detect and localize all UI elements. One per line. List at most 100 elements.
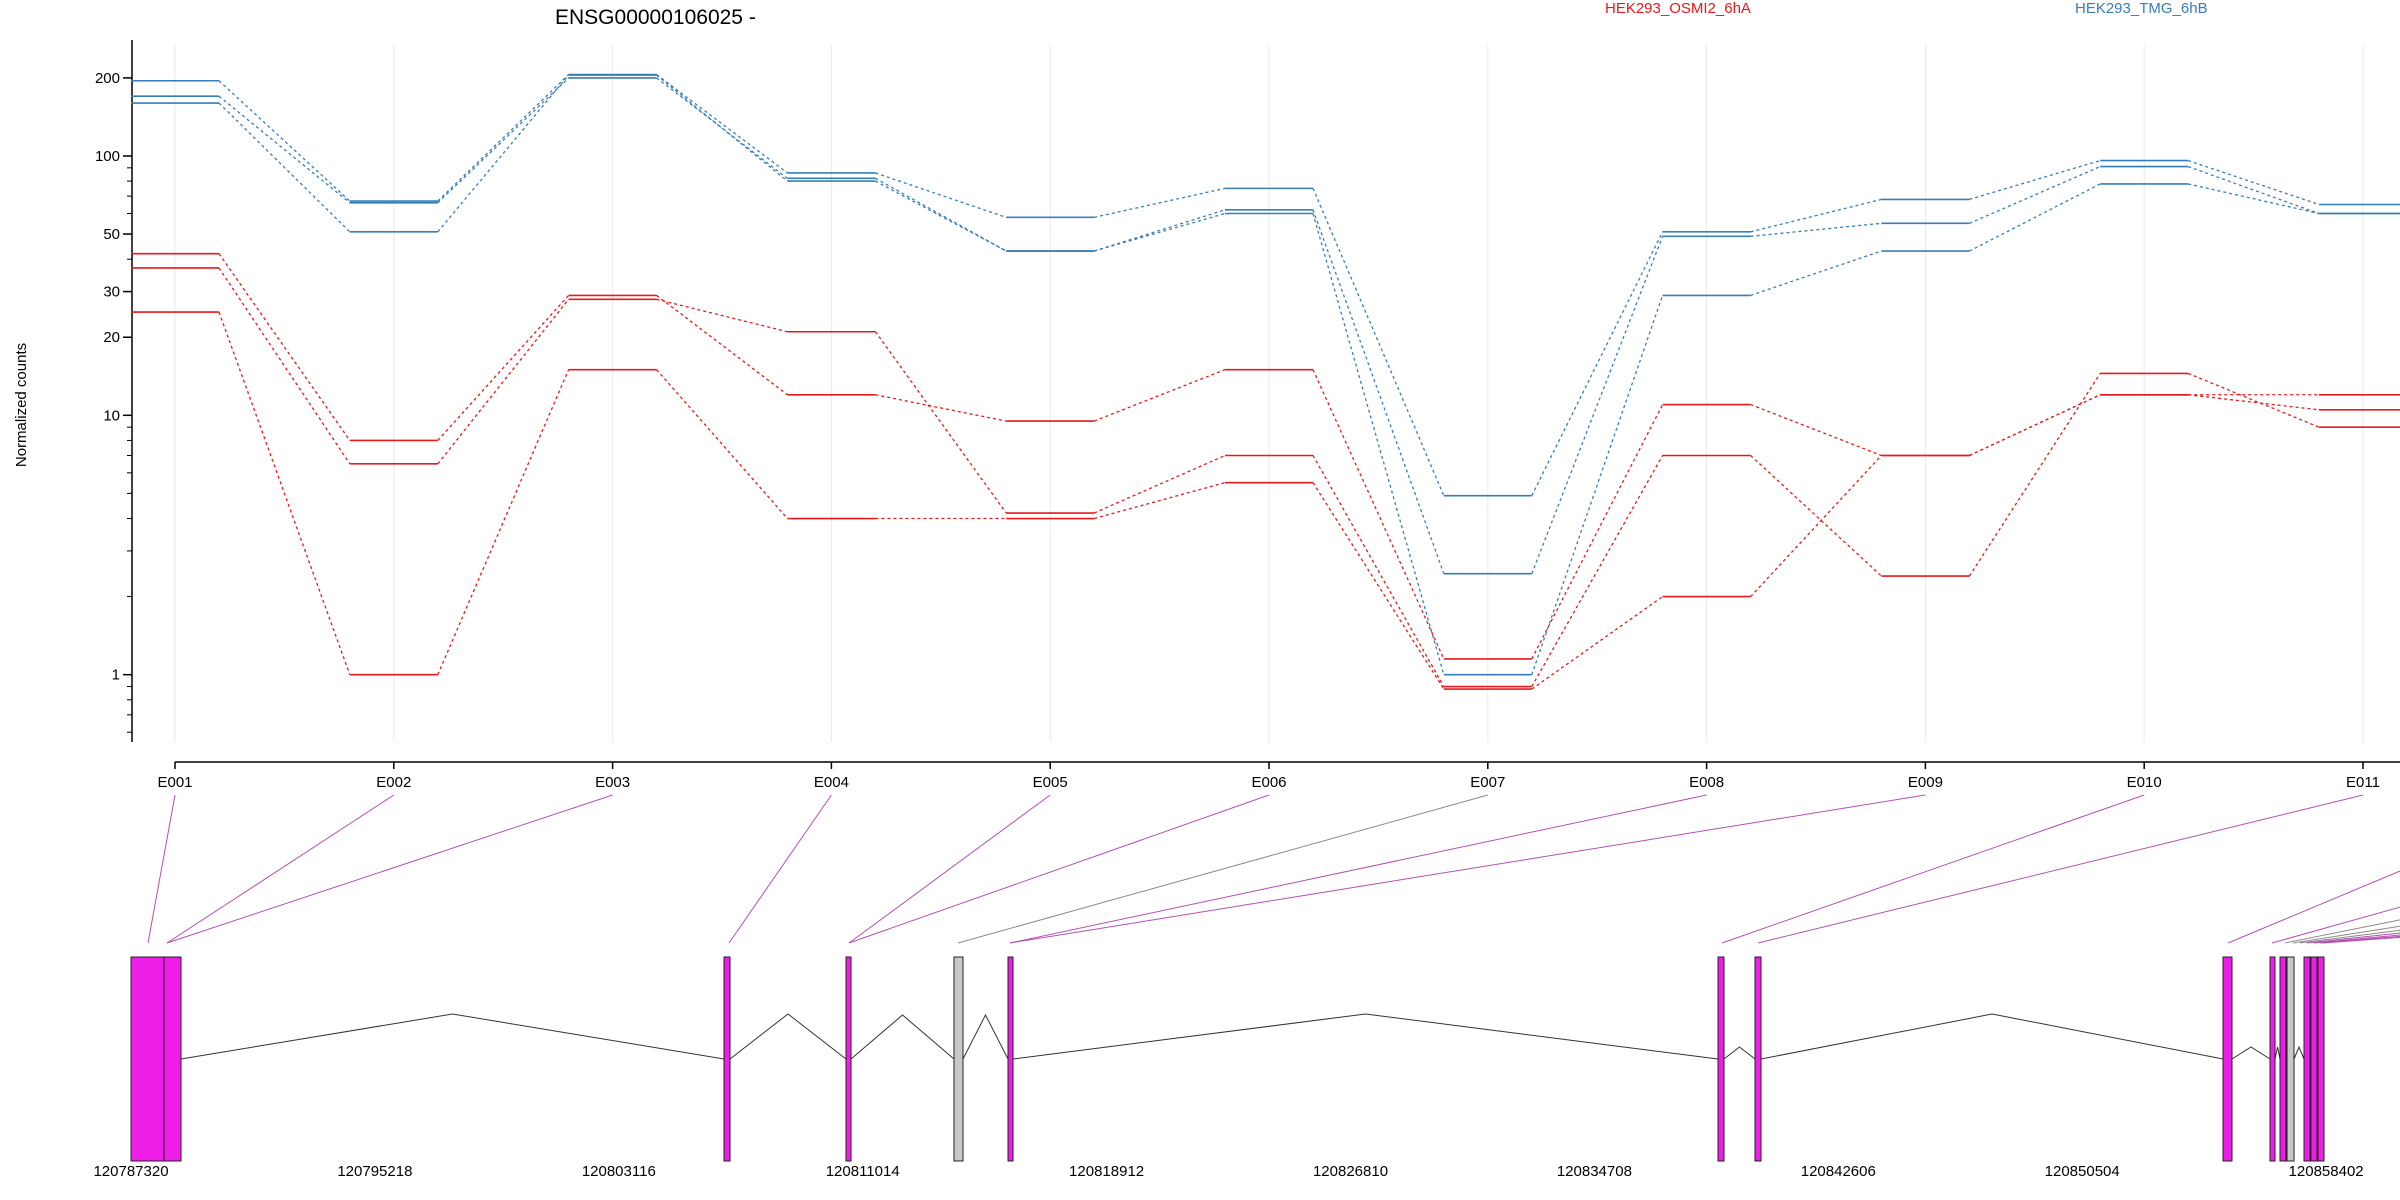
series-2-transition [437, 298, 570, 465]
series-1-transition [656, 294, 788, 396]
y-tick-label-20: 20 [103, 329, 120, 346]
series-4-transition [2187, 159, 2320, 206]
exon-box-11 [2279, 956, 2287, 1162]
series-5-transition [1750, 222, 1882, 237]
series-2-transition [1968, 373, 2101, 577]
series-5-transition [875, 177, 1007, 252]
series-5-HEK293_TMG_6hB [131, 77, 2400, 575]
connector-E020 [2322, 936, 2400, 944]
series-4-transition [1312, 188, 1445, 496]
connector-E004 [728, 794, 832, 944]
series-5-transition [2187, 165, 2320, 215]
connector-E007 [957, 794, 1488, 944]
series-6-transition [1094, 212, 1226, 252]
x-tick-label-E008: E008 [1689, 774, 1724, 791]
x-tick-label-E011: E011 [2346, 774, 2380, 791]
exon-box-15 [2317, 956, 2325, 1162]
series-3-transition [218, 311, 351, 675]
exon-connectors [147, 794, 2400, 944]
chart-title: ENSG00000106025 - [555, 6, 756, 29]
intron-3 [850, 1014, 955, 1060]
series-1-transition [1750, 403, 1882, 457]
genomic-coordinate-axis: 120787320 120795218 120803116 120811014 1208… [93, 1163, 2363, 1180]
coordinate-label-120834708: 120834708 [1557, 1163, 1632, 1180]
coordinate-label-120787320: 120787320 [93, 1163, 168, 1180]
y-axis: 1 10 20 30 50 100 200 [95, 40, 133, 742]
intron-8 [2231, 1046, 2271, 1060]
legend-entry-tmg: HEK293_TMG_6hB [2075, 0, 2208, 17]
series-4-transition [1094, 187, 1226, 218]
series-6-transition [437, 74, 570, 233]
exon-box-7 [1717, 956, 1725, 1162]
coordinate-label-120858402: 120858402 [2289, 1163, 2364, 1180]
series-5-transition [437, 77, 570, 204]
series-4-transition [437, 74, 570, 202]
exon-box-13 [2303, 956, 2311, 1162]
series-2-transition [2187, 372, 2320, 428]
intron-10 [2293, 1045, 2305, 1060]
y-tick-label-1: 1 [112, 667, 120, 684]
series-1-transition [437, 294, 570, 441]
series-5-transition [1969, 165, 2101, 224]
series-6-transition [1750, 250, 1882, 297]
intron-7 [1760, 1013, 2224, 1060]
y-tick-label-100: 100 [95, 148, 120, 165]
connector-E009 [1009, 794, 1926, 944]
coordinate-label-120795218: 120795218 [337, 1163, 412, 1180]
y-tick-label-10: 10 [103, 407, 120, 424]
series-5-transition [1312, 209, 1445, 574]
coordinate-label-120818912: 120818912 [1069, 1163, 1144, 1180]
series-5-transition [1094, 209, 1226, 252]
exon-box-8 [1754, 956, 1762, 1162]
x-tick-label-E007: E007 [1470, 774, 1505, 791]
intron-6 [1723, 1046, 1756, 1060]
coordinate-label-120803116: 120803116 [582, 1163, 656, 1180]
series-6-transition [656, 74, 788, 182]
series-4-transition [656, 74, 788, 174]
series-3-transition [437, 369, 570, 675]
coordinate-label-120811014: 120811014 [826, 1163, 900, 1180]
series-2-transition [1750, 455, 1882, 577]
y-tick-label-50: 50 [103, 226, 120, 243]
intron-2 [729, 1013, 847, 1060]
series-1-transition [218, 253, 351, 441]
series-3-transition [1969, 394, 2101, 457]
connector-E003 [166, 794, 613, 944]
x-tick-label-E010: E010 [2127, 774, 2162, 791]
series-2-HEK293_OSMI2_6hA [131, 267, 2400, 688]
series-2-transition [1093, 454, 1226, 514]
series-1-transition [1312, 369, 1445, 660]
series-6-transition [1969, 183, 2101, 252]
exon-box-10 [2269, 956, 2276, 1162]
series-4-transition [1531, 231, 1664, 496]
y-axis-label: Normalized counts [13, 343, 30, 467]
series-2-transition [1312, 455, 1445, 687]
exon-box-6 [1007, 956, 1014, 1162]
intron-9 [2274, 1046, 2281, 1060]
x-tick-label-E006: E006 [1251, 774, 1286, 791]
series-6-transition [1531, 295, 1664, 675]
connector-E005 [848, 794, 1051, 944]
connector-E010 [1721, 794, 2145, 944]
exon-box-3 [723, 956, 731, 1162]
exon-box-5 [953, 956, 964, 1162]
series-3-transition [656, 369, 788, 519]
connector-E011 [1757, 794, 2364, 944]
series-1-HEK293_OSMI2_6hA [131, 252, 2400, 660]
connector-E013 [2271, 906, 2400, 944]
series-5-transition [1531, 236, 1664, 574]
connector-E014 [2284, 919, 2400, 944]
gene-model [130, 956, 2325, 1162]
series-4-HEK293_TMG_6hB [131, 73, 2400, 497]
exon-box-1 [130, 956, 167, 1162]
intron-1 [180, 1013, 725, 1060]
series-3-transition [1312, 482, 1445, 690]
series-2-transition [874, 331, 1007, 514]
series-6-transition [2188, 183, 2320, 215]
coordinate-label-120850504: 120850504 [2045, 1163, 2120, 1180]
series-2-transition [218, 267, 351, 465]
x-tick-label-E005: E005 [1033, 774, 1068, 791]
exon-box-14 [2310, 956, 2318, 1162]
series-1-transition [1093, 369, 1226, 422]
